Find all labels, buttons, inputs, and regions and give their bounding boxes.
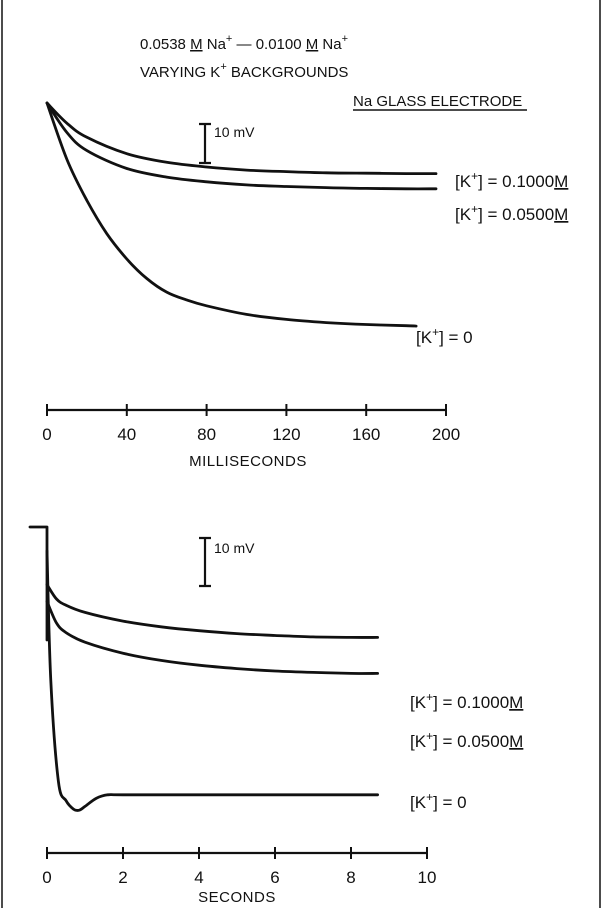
top-trace-k-01000: [45, 101, 438, 176]
x-tick-label: 8: [346, 868, 355, 887]
bottom-trace-k-01000: [45, 583, 379, 639]
top-scale-bar: [199, 122, 211, 165]
bottom-panel: 10 mV [K+] = 0.1000M [K+] = 0.0500M [K+]…: [28, 525, 523, 906]
bottom-label-k-01000: [K+] = 0.1000M: [410, 690, 523, 712]
top-scale-label: 10 mV: [214, 124, 255, 140]
bottom-x-ticks: 0 2 4 6 8 10: [42, 847, 436, 887]
x-tick-label: 80: [197, 425, 216, 444]
x-tick-label: 40: [117, 425, 136, 444]
x-tick-label: 0: [42, 425, 51, 444]
x-tick-label: 0: [42, 868, 51, 887]
bottom-x-axis-label: SECONDS: [198, 889, 276, 906]
bottom-label-k-00500: [K+] = 0.0500M: [410, 729, 523, 751]
x-tick-label: 2: [118, 868, 127, 887]
x-tick-label: 120: [272, 425, 300, 444]
x-tick-label: 10: [418, 868, 437, 887]
top-x-axis-label: MILLISECONDS: [189, 453, 307, 470]
bottom-trace-k-0: [45, 549, 379, 812]
chart-title-line1: 0.0538 M Na+ — 0.0100 M Na+: [140, 29, 348, 53]
top-trace-k-0: [45, 101, 418, 328]
bottom-traces: [45, 549, 379, 812]
bottom-trace-k-00500: [45, 600, 379, 675]
top-label-k-0: [K+] = 0: [416, 325, 473, 347]
top-label-k-00500: [K+] = 0.0500M: [455, 202, 568, 224]
bottom-scale-bar: [199, 536, 211, 588]
top-panel: 0.0538 M Na+ — 0.0100 M Na+ VARYING K+ B…: [42, 29, 568, 470]
top-traces: [45, 101, 438, 328]
x-tick-label: 200: [432, 425, 460, 444]
chart-title-line2: VARYING K+ BACKGROUNDS: [140, 61, 348, 81]
bottom-initial-step: [28, 525, 49, 642]
top-x-ticks: 0 40 80 120 160 200: [42, 404, 460, 444]
electrode-annotation: Na GLASS ELECTRODE: [353, 93, 522, 110]
top-label-k-01000: [K+] = 0.1000M: [455, 169, 568, 191]
bottom-scale-label: 10 mV: [214, 540, 255, 556]
x-tick-label: 4: [194, 868, 203, 887]
bottom-label-k-0: [K+] = 0: [410, 790, 467, 812]
top-trace-k-00500: [45, 101, 438, 191]
x-tick-label: 160: [352, 425, 380, 444]
x-tick-label: 6: [270, 868, 279, 887]
